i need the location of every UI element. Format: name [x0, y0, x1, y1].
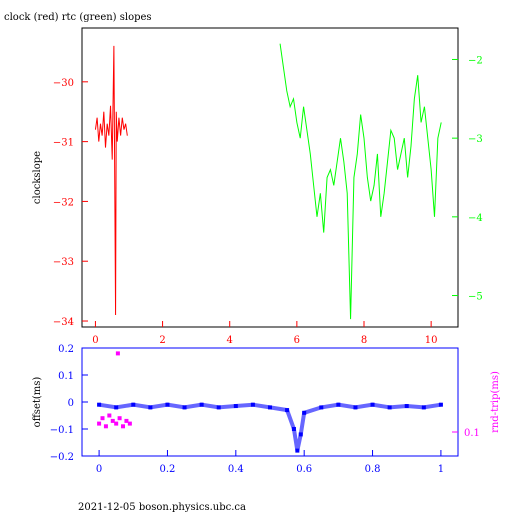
bottom-y-axis-label: offset(ms) [32, 377, 43, 428]
top-plot-frame [81, 27, 459, 328]
rndtrip-point-0 [97, 421, 102, 426]
x-tick-label-3: 6 [294, 335, 300, 346]
bottom-y-tick-label-1: 0.1 [58, 371, 74, 382]
series-rtc-line [279, 43, 442, 320]
bottom-x-tick-label-3: 0.6 [296, 464, 312, 475]
bottom-y-axis-label-right: rnd-trip(ms) [490, 371, 501, 433]
bottom-x-tick-label-2: 0.4 [228, 464, 244, 475]
x-tick-label-2: 4 [227, 335, 233, 346]
bottom-y-tick-label-2: 0 [68, 398, 74, 409]
x-tick-label-5: 10 [425, 335, 438, 346]
rndtrip-point-2 [103, 424, 108, 429]
chart-title: clock (red) rtc (green) slopes [4, 12, 152, 23]
y-tick-label-right-2: −4 [468, 213, 483, 224]
rndtrip-point-3 [107, 413, 112, 418]
y-tick-label-left-2: −32 [53, 197, 74, 208]
rndtrip-point-10 [127, 421, 132, 426]
y-tick-label-left-3: −33 [53, 257, 74, 268]
rndtrip-point-8 [121, 424, 126, 429]
rndtrip-point-9 [124, 418, 129, 423]
bottom-y-tick-label-0: 0.2 [58, 344, 74, 355]
bottom-x-tick-label-1: 0.2 [160, 464, 176, 475]
y-tick-label-left-4: −34 [53, 317, 74, 328]
rndtrip-point-5 [114, 421, 119, 426]
series-clock-line [94, 45, 128, 316]
y-axis-label: clockslope [32, 151, 43, 204]
x-tick-label-4: 8 [361, 335, 367, 346]
y-tick-label-left-1: −31 [53, 138, 74, 149]
offset-band [98, 402, 442, 452]
x-tick-label-0: 0 [92, 335, 98, 346]
rndtrip-point-6 [115, 351, 120, 356]
bottom-x-tick-label-4: 0.8 [365, 464, 381, 475]
bottom-x-tick-label-0: 0 [96, 464, 102, 475]
rndtrip-point-1 [100, 416, 105, 421]
y-tick-label-right-3: −5 [468, 292, 483, 303]
bottom-right-tick-label: 0.1 [464, 428, 480, 439]
footer-text: 2021-12-05 boson.physics.ubc.ca [78, 502, 246, 512]
y-tick-label-left-0: −30 [53, 78, 74, 89]
bottom-plot-frame [81, 347, 459, 457]
rndtrip-point-4 [110, 418, 115, 423]
bottom-x-tick-label-5: 1 [438, 464, 444, 475]
x-tick-label-1: 2 [159, 335, 165, 346]
y-tick-label-right-1: −3 [468, 134, 483, 145]
bottom-y-tick-label-3: −0.1 [50, 425, 74, 436]
rndtrip-point-7 [117, 416, 122, 421]
y-tick-label-right-0: −2 [468, 55, 483, 66]
bottom-y-tick-label-4: −0.2 [50, 452, 74, 463]
